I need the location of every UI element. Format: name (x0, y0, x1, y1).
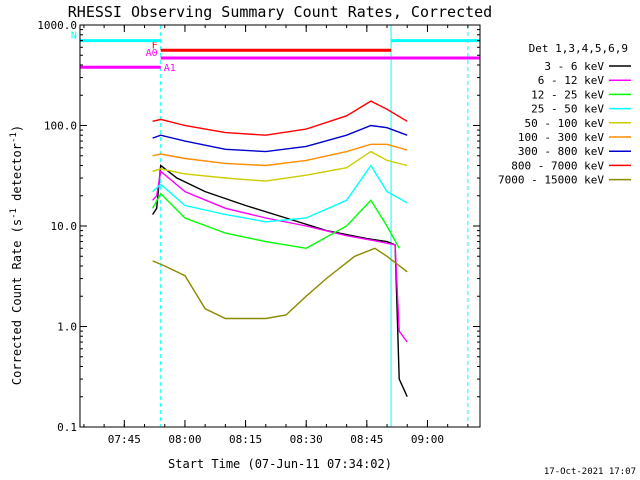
legend-label-2: 6 - 12 keV (538, 74, 605, 87)
series-line-4 (152, 164, 408, 223)
y-axis-label-mid: detector (10, 143, 24, 208)
x-tick-label-5: 08:45 (350, 433, 383, 446)
y-tick-label-5: 1000.0 (37, 19, 77, 32)
series-line-5 (152, 150, 408, 182)
y-axis-label: Corrected Count Rate (s-1 detector-1) (9, 125, 24, 385)
y-axis-label-sup1: -1 (9, 208, 19, 219)
series-line-8 (152, 100, 408, 136)
legend-label-6: 100 - 300 keV (518, 131, 604, 144)
state-bar-label-3: A1 (164, 63, 176, 74)
x-tick-label-4: 08:30 (290, 433, 323, 446)
legend-label-8: 800 - 7000 keV (511, 159, 604, 172)
series-line-3 (151, 192, 400, 250)
footer-date: 17-Oct-2021 17:07 (544, 467, 636, 477)
x-tick-label-3: 08:15 (229, 433, 262, 446)
legend-title: Det 1,3,4,5,6,9 (529, 42, 628, 55)
y-axis-label-main: Corrected Count Rate (s (10, 219, 24, 385)
legend-label-7: 300 - 800 keV (518, 145, 604, 158)
series-line-2 (152, 169, 408, 343)
legend-label-9: 7000 - 15000 keV (498, 174, 604, 187)
legend-label-3: 12 - 25 keV (531, 88, 604, 101)
chart-title: RHESSI Observing Summary Count Rates, Co… (68, 3, 492, 21)
svg-text:Corrected Count Rate (s-1 dete: Corrected Count Rate (s-1 detector-1) (9, 125, 24, 385)
x-tick-label-6: 09:00 (411, 433, 444, 446)
y-tick-label-2: 1.0 (57, 321, 77, 334)
series-line-9 (152, 247, 408, 320)
state-bar-label-1: F (152, 40, 158, 51)
legend-label-5: 50 - 100 keV (525, 117, 605, 130)
plot-marks: FA0 A1 N (71, 25, 480, 427)
series-line-7 (152, 124, 408, 153)
axes: 0.1 1.0 10.0 100.0 1000.0 07:45 08:00 08:15 08:3… (37, 19, 480, 446)
x-tick-label-1: 07:45 (108, 433, 141, 446)
series-line-6 (152, 143, 408, 167)
y-tick-label-3: 10.0 (51, 220, 78, 233)
y-axis-label-end: ) (10, 125, 24, 132)
legend-label-1: 3 - 6 keV (544, 60, 604, 73)
state-bar-label-2: A0 (146, 48, 158, 59)
y-tick-label-4: 100.0 (44, 120, 77, 133)
x-tick-label-2: 08:00 (168, 433, 201, 446)
x-axis-label: Start Time (07-Jun-11 07:34:02) (168, 457, 392, 471)
y-tick-label-1: 0.1 (57, 421, 77, 434)
state-bar-label-4: N (71, 31, 77, 42)
y-axis-label-sup2: -1 (9, 132, 19, 143)
legend-label-4: 25 - 50 keV (531, 103, 604, 116)
